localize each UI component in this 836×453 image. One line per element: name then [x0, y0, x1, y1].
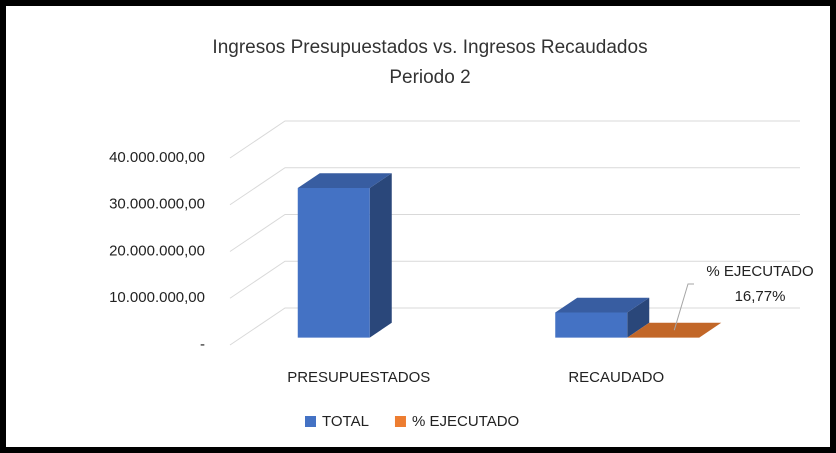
bar-top — [555, 297, 650, 313]
data-label-name: % EJECUTADO — [706, 263, 813, 280]
x-tick-label: RECAUDADO — [568, 369, 664, 386]
y-tick-label: 30.000.000,00 — [109, 196, 205, 213]
bar — [555, 297, 650, 338]
chart-title: Ingresos Presupuestados vs. Ingresos Rec… — [212, 37, 647, 58]
x-tick-label: PRESUPUESTADOS — [287, 369, 430, 386]
bar-front — [555, 312, 628, 338]
grid-line — [229, 167, 800, 206]
y-tick-label: 10.000.000,00 — [109, 289, 205, 306]
y-tick-label: 20.000.000,00 — [109, 242, 205, 259]
legend-swatch — [394, 416, 406, 427]
bar-side — [627, 297, 650, 338]
legend-swatch — [305, 416, 316, 427]
bar — [297, 173, 392, 338]
chart-subtitle: Periodo 2 — [389, 67, 470, 88]
legend-label: TOTAL — [322, 413, 369, 430]
bar-front — [297, 188, 370, 338]
bar-top — [297, 173, 392, 188]
grid-line — [229, 120, 800, 159]
leader-line — [673, 283, 694, 331]
y-tick-label: - — [200, 336, 205, 353]
bar-side — [369, 173, 392, 338]
grid-line — [229, 214, 800, 252]
data-label: 16,77% — [735, 288, 786, 305]
grid-line — [229, 260, 800, 299]
legend-label: % EJECUTADO — [412, 413, 519, 430]
bar-side — [699, 322, 722, 338]
y-tick-label: 40.000.000,00 — [109, 149, 205, 166]
